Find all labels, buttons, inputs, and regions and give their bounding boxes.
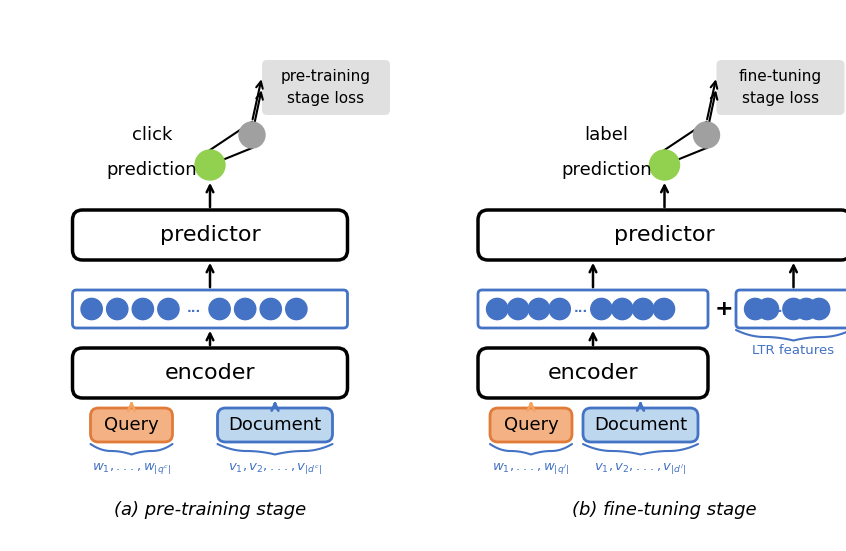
Circle shape xyxy=(809,298,830,320)
Text: predictor: predictor xyxy=(614,225,715,245)
Circle shape xyxy=(744,298,766,320)
Circle shape xyxy=(195,150,225,180)
Circle shape xyxy=(633,298,654,320)
Circle shape xyxy=(286,298,307,320)
Circle shape xyxy=(653,298,674,320)
Circle shape xyxy=(795,298,817,320)
Text: label: label xyxy=(585,126,629,144)
Circle shape xyxy=(591,298,612,320)
FancyBboxPatch shape xyxy=(91,408,173,442)
Text: (b) fine-tuning stage: (b) fine-tuning stage xyxy=(572,501,757,519)
Text: pre-training
stage loss: pre-training stage loss xyxy=(281,69,371,105)
Text: +: + xyxy=(715,299,733,319)
FancyBboxPatch shape xyxy=(217,408,332,442)
Circle shape xyxy=(234,298,255,320)
FancyBboxPatch shape xyxy=(736,290,846,328)
Circle shape xyxy=(783,298,805,320)
Circle shape xyxy=(508,298,529,320)
Circle shape xyxy=(650,150,679,180)
Text: ...: ... xyxy=(187,302,201,316)
Text: $v_1, v_2,...,v_{|d^c|}$: $v_1, v_2,...,v_{|d^c|}$ xyxy=(228,461,322,476)
FancyBboxPatch shape xyxy=(73,210,348,260)
FancyBboxPatch shape xyxy=(583,408,698,442)
Text: encoder: encoder xyxy=(165,363,255,383)
Text: LTR features: LTR features xyxy=(752,343,834,356)
Text: $w_1,...,w_{|q^l|}$: $w_1,...,w_{|q^l|}$ xyxy=(492,461,569,476)
FancyBboxPatch shape xyxy=(73,290,348,328)
Text: ...: ... xyxy=(574,302,588,316)
Text: Document: Document xyxy=(228,416,321,434)
Text: Document: Document xyxy=(594,416,687,434)
FancyBboxPatch shape xyxy=(717,60,844,115)
Circle shape xyxy=(528,298,550,320)
Text: $w_1,...,w_{|q^c|}$: $w_1,...,w_{|q^c|}$ xyxy=(92,461,171,476)
Circle shape xyxy=(157,298,179,320)
Text: Query: Query xyxy=(104,416,159,434)
Text: predictor: predictor xyxy=(160,225,261,245)
FancyBboxPatch shape xyxy=(478,210,846,260)
Text: (a) pre-training stage: (a) pre-training stage xyxy=(114,501,306,519)
Circle shape xyxy=(260,298,282,320)
Text: encoder: encoder xyxy=(547,363,639,383)
Circle shape xyxy=(81,298,102,320)
Circle shape xyxy=(694,122,719,148)
Circle shape xyxy=(132,298,153,320)
Circle shape xyxy=(239,122,265,148)
FancyBboxPatch shape xyxy=(478,348,708,398)
Text: Query: Query xyxy=(503,416,558,434)
Text: fine-tuning
stage loss: fine-tuning stage loss xyxy=(739,69,822,105)
FancyBboxPatch shape xyxy=(490,408,572,442)
Circle shape xyxy=(486,298,508,320)
Text: prediction: prediction xyxy=(107,161,197,179)
Circle shape xyxy=(549,298,570,320)
Text: click: click xyxy=(132,126,173,144)
FancyBboxPatch shape xyxy=(262,60,390,115)
Circle shape xyxy=(757,298,778,320)
FancyBboxPatch shape xyxy=(478,290,708,328)
Circle shape xyxy=(209,298,230,320)
Text: ...: ... xyxy=(773,302,788,316)
FancyBboxPatch shape xyxy=(73,348,348,398)
Text: $v_1, v_2,...,v_{|d^l|}$: $v_1, v_2,...,v_{|d^l|}$ xyxy=(594,461,687,476)
Text: prediction: prediction xyxy=(561,161,651,179)
Circle shape xyxy=(612,298,633,320)
Circle shape xyxy=(107,298,128,320)
